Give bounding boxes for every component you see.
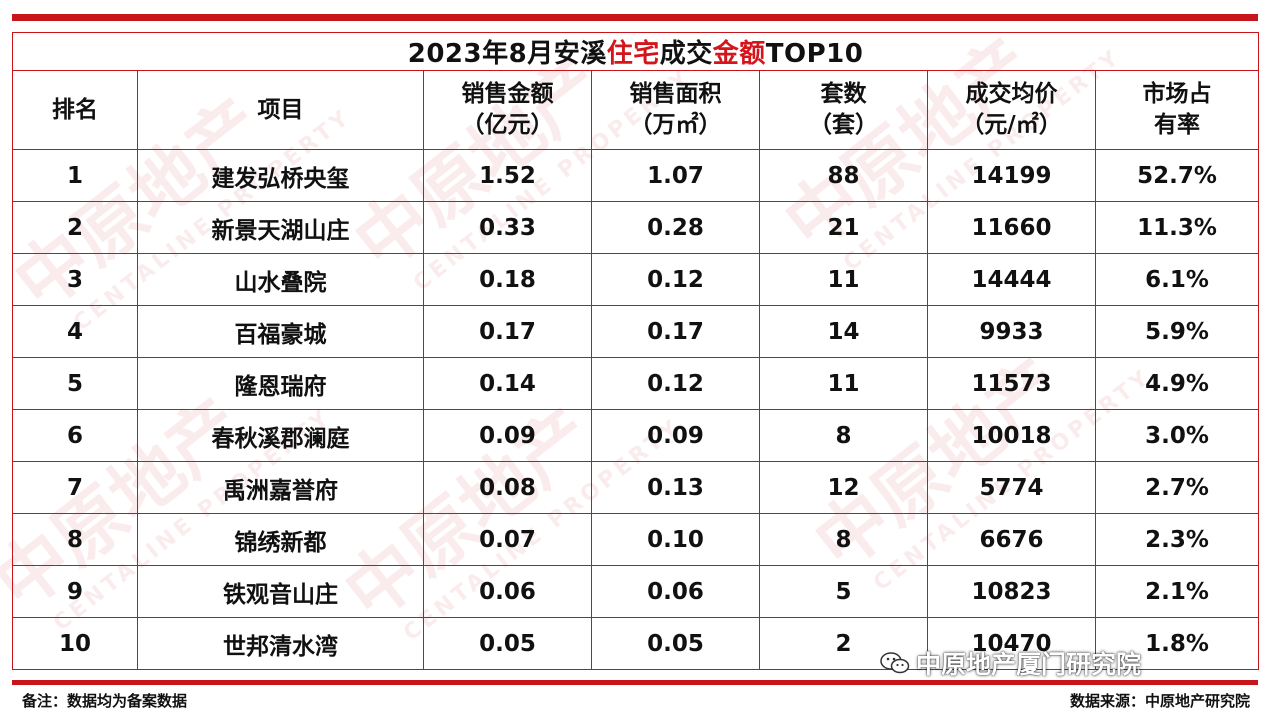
header-market-share: 市场占 有率 xyxy=(1094,70,1260,150)
avg-price-cell: 9933 xyxy=(927,305,1096,358)
units-cell: 14 xyxy=(759,305,928,358)
avg-price-cell: 11660 xyxy=(927,201,1096,254)
units-cell: 8 xyxy=(759,513,928,566)
header-project: 项目 xyxy=(137,70,424,150)
market-share-cell: 52.7% xyxy=(1094,149,1260,202)
sales-area-cell: 0.10 xyxy=(591,513,760,566)
sales-amount-cell: 0.14 xyxy=(423,357,592,410)
units-cell: 88 xyxy=(759,149,928,202)
table-row: 4 百福豪城 0.17 0.17 14 9933 5.9% xyxy=(12,305,1260,358)
units-cell: 21 xyxy=(759,201,928,254)
project-cell: 山水叠院 xyxy=(137,253,424,306)
avg-price-cell: 6676 xyxy=(927,513,1096,566)
units-cell: 12 xyxy=(759,461,928,514)
market-share-cell: 3.0% xyxy=(1094,409,1260,462)
header-units: 套数 （套） xyxy=(759,70,928,150)
rank-cell: 8 xyxy=(12,513,138,566)
sales-area-cell: 1.07 xyxy=(591,149,760,202)
market-share-cell: 1.8% xyxy=(1094,617,1260,670)
sales-area-cell: 0.28 xyxy=(591,201,760,254)
project-cell: 世邦清水湾 xyxy=(137,617,424,670)
top-accent-bar xyxy=(12,14,1258,21)
sales-area-cell: 0.12 xyxy=(591,357,760,410)
market-share-cell: 5.9% xyxy=(1094,305,1260,358)
avg-price-cell: 14199 xyxy=(927,149,1096,202)
sales-area-cell: 0.12 xyxy=(591,253,760,306)
wechat-watermark: 中原地产厦门研究院 xyxy=(880,646,1141,680)
table-row: 3 山水叠院 0.18 0.12 11 14444 6.1% xyxy=(12,253,1260,306)
sales-area-cell: 0.13 xyxy=(591,461,760,514)
project-cell: 新景天湖山庄 xyxy=(137,201,424,254)
avg-price-cell: 5774 xyxy=(927,461,1096,514)
rank-cell: 5 xyxy=(12,357,138,410)
sales-amount-cell: 0.06 xyxy=(423,565,592,618)
avg-price-cell: 14444 xyxy=(927,253,1096,306)
units-cell: 11 xyxy=(759,357,928,410)
rank-cell: 7 xyxy=(12,461,138,514)
avg-price-cell: 10470 xyxy=(927,617,1096,670)
market-share-cell: 6.1% xyxy=(1094,253,1260,306)
sales-amount-cell: 0.17 xyxy=(423,305,592,358)
project-cell: 锦绣新都 xyxy=(137,513,424,566)
project-cell: 隆恩瑞府 xyxy=(137,357,424,410)
project-cell: 铁观音山庄 xyxy=(137,565,424,618)
sales-amount-cell: 0.08 xyxy=(423,461,592,514)
ranking-table: 2023年8月安溪住宅成交金额TOP10 排名 项目 销售金额 （亿元） 销售面积… xyxy=(11,32,1260,670)
sales-area-cell: 0.17 xyxy=(591,305,760,358)
sales-amount-cell: 0.07 xyxy=(423,513,592,566)
sales-area-cell: 0.05 xyxy=(591,617,760,670)
header-sales-area: 销售面积 （万㎡） xyxy=(591,70,760,150)
header-avg-price: 成交均价 （元/㎡） xyxy=(927,70,1096,150)
project-cell: 建发弘桥央玺 xyxy=(137,149,424,202)
avg-price-cell: 11573 xyxy=(927,357,1096,410)
table-row: 2 新景天湖山庄 0.33 0.28 21 11660 11.3% xyxy=(12,201,1260,254)
units-cell: 5 xyxy=(759,565,928,618)
header-rank: 排名 xyxy=(12,70,138,150)
market-share-cell: 2.7% xyxy=(1094,461,1260,514)
table-row: 7 禹洲嘉誉府 0.08 0.13 12 5774 2.7% xyxy=(12,461,1260,514)
project-cell: 百福豪城 xyxy=(137,305,424,358)
sales-amount-cell: 0.33 xyxy=(423,201,592,254)
market-share-cell: 2.1% xyxy=(1094,565,1260,618)
sales-area-cell: 0.06 xyxy=(591,565,760,618)
table-row: 5 隆恩瑞府 0.14 0.12 11 11573 4.9% xyxy=(12,357,1260,410)
wechat-account-name: 中原地产厦门研究院 xyxy=(916,650,1142,679)
footer-source: 数据来源：中原地产研究院 xyxy=(1069,692,1250,710)
rank-cell: 6 xyxy=(12,409,138,462)
avg-price-cell: 10018 xyxy=(927,409,1096,462)
rank-cell: 1 xyxy=(12,149,138,202)
table-row: 6 春秋溪郡澜庭 0.09 0.09 8 10018 3.0% xyxy=(12,409,1260,462)
project-cell: 禹洲嘉誉府 xyxy=(137,461,424,514)
rank-cell: 9 xyxy=(12,565,138,618)
table-row: 10 世邦清水湾 0.05 0.05 2 10470 1.8% xyxy=(12,617,1260,670)
wechat-icon xyxy=(880,651,910,675)
table-row: 9 铁观音山庄 0.06 0.06 5 10823 2.1% xyxy=(12,565,1260,618)
rank-cell: 2 xyxy=(12,201,138,254)
rank-cell: 4 xyxy=(12,305,138,358)
avg-price-cell: 10823 xyxy=(927,565,1096,618)
sales-amount-cell: 1.52 xyxy=(423,149,592,202)
units-cell: 11 xyxy=(759,253,928,306)
footer-note: 备注：数据均为备案数据 xyxy=(22,692,188,710)
bottom-accent-bar xyxy=(12,680,1258,685)
header-sales-amount: 销售金额 （亿元） xyxy=(423,70,592,150)
market-share-cell: 4.9% xyxy=(1094,357,1260,410)
sales-amount-cell: 0.09 xyxy=(423,409,592,462)
market-share-cell: 2.3% xyxy=(1094,513,1260,566)
table-title: 2023年8月安溪住宅成交金额TOP10 xyxy=(11,32,1260,71)
project-cell: 春秋溪郡澜庭 xyxy=(137,409,424,462)
header-row: 排名 项目 销售金额 （亿元） 销售面积 （万㎡） 套数 （套） 成交均价 （元/㎡） … xyxy=(12,70,1260,150)
rank-cell: 3 xyxy=(12,253,138,306)
rank-cell: 10 xyxy=(12,617,138,670)
market-share-cell: 11.3% xyxy=(1094,201,1260,254)
table-row: 1 建发弘桥央玺 1.52 1.07 88 14199 52.7% xyxy=(12,149,1260,202)
sales-amount-cell: 0.05 xyxy=(423,617,592,670)
sales-area-cell: 0.09 xyxy=(591,409,760,462)
table-row: 8 锦绣新都 0.07 0.10 8 6676 2.3% xyxy=(12,513,1260,566)
sales-amount-cell: 0.18 xyxy=(423,253,592,306)
units-cell: 8 xyxy=(759,409,928,462)
